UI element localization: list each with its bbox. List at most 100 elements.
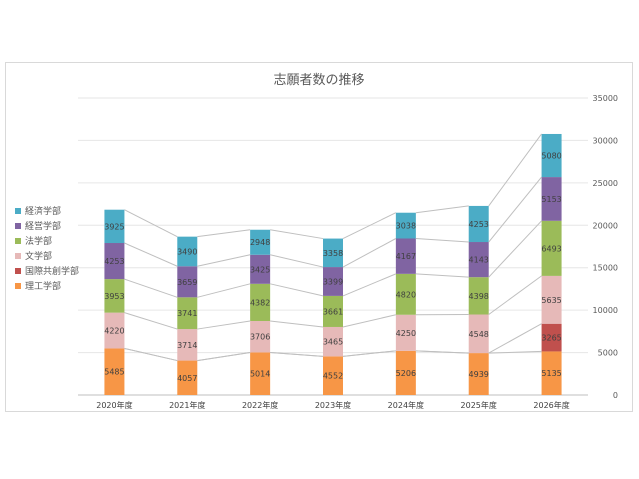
bar-segment [177, 236, 198, 267]
bar-segment [177, 360, 198, 395]
data-label: 4143 [469, 256, 489, 265]
data-label: 4253 [469, 220, 489, 229]
series-line [488, 133, 542, 207]
data-label: 3925 [104, 222, 124, 231]
series-line [415, 350, 469, 354]
bar-segment [323, 238, 343, 268]
data-label: 5206 [396, 369, 416, 378]
bar-segment [250, 283, 271, 322]
series-line [488, 176, 542, 243]
data-label: 3399 [323, 277, 343, 286]
legend-item: 文学部 [15, 248, 79, 263]
bar-segment [104, 279, 125, 313]
bar-segment [541, 323, 562, 352]
series-line [124, 242, 178, 267]
bar-segment [104, 348, 125, 395]
series-line [197, 229, 251, 238]
data-label: 3490 [177, 247, 197, 256]
series-line [197, 351, 251, 362]
data-label: 3661 [323, 307, 343, 316]
x-tick-label: 2020年度 [96, 400, 132, 410]
legend-item: 国際共創学部 [15, 263, 79, 278]
chart-title: 志願者数の推移 [273, 73, 365, 88]
series-line [270, 351, 324, 357]
data-label: 5635 [541, 296, 561, 305]
data-label: 4939 [469, 370, 489, 379]
series-line [342, 212, 397, 240]
x-tick-label: 2024年度 [388, 400, 424, 410]
bar-segment [468, 277, 489, 315]
bar-segment [468, 353, 489, 395]
bar-segment [541, 177, 562, 221]
data-label: 4220 [104, 327, 124, 336]
x-tick-label: 2025年度 [461, 400, 497, 410]
legend-swatch [15, 252, 21, 259]
series-line [488, 220, 542, 278]
bar-segment [177, 297, 198, 330]
data-label: 2948 [250, 238, 270, 247]
legend-swatch [15, 237, 21, 244]
data-label: 3265 [541, 334, 561, 343]
bar-segment [395, 314, 416, 351]
y-tick-label: 0 [613, 391, 618, 400]
chart-area: 志願者数の推移 経済学部 経営学部 法学部 文学部 国際共創学部 理工学部 0 5000 10… [5, 62, 633, 412]
series-line [124, 278, 178, 298]
y-tick-label: 35000 [593, 94, 618, 103]
data-label: 4552 [323, 372, 343, 381]
legend-swatch [15, 267, 21, 274]
bar-segment [104, 312, 125, 349]
bar-segment [323, 326, 343, 357]
data-label: 6493 [541, 244, 561, 253]
data-label: 3741 [177, 309, 197, 318]
legend-label: 経済学部 [25, 207, 62, 217]
data-label: 3953 [104, 292, 124, 301]
series-line [124, 347, 178, 362]
x-tick-label: 2022年度 [242, 400, 278, 410]
series-line [124, 209, 178, 238]
legend-swatch [15, 222, 21, 229]
x-tick-label: 2023年度 [315, 400, 351, 410]
series-line [270, 254, 324, 268]
data-label: 4250 [396, 329, 416, 338]
legend-label: 法学部 [25, 237, 53, 247]
series-line [197, 320, 251, 330]
data-label: 3706 [250, 333, 270, 342]
bar-segment [541, 275, 562, 324]
y-tick-label: 25000 [593, 179, 618, 188]
bar-segment [468, 314, 489, 354]
y-tick-label: 10000 [593, 306, 618, 315]
data-label: 5014 [250, 370, 270, 379]
data-label: 4253 [104, 257, 124, 266]
bar-segment [250, 352, 271, 395]
legend-item: 経営学部 [15, 218, 79, 233]
legend-item: 理工学部 [15, 278, 79, 293]
series-line [124, 312, 178, 330]
legend-label: 国際共創学部 [25, 267, 80, 277]
data-label: 5080 [541, 152, 561, 161]
legend-swatch [15, 207, 21, 214]
bar-segment [104, 243, 125, 280]
bar-segment [323, 267, 343, 296]
bar-segment [541, 220, 562, 276]
data-label: 3358 [323, 249, 343, 258]
plot-area: 0 5000 10000 15000 20000 25000 30000 35000 5485 4… [78, 94, 618, 410]
series-line [270, 229, 324, 240]
legend-label: 理工学部 [25, 282, 62, 292]
legend-swatch [15, 282, 21, 289]
legend: 経済学部 経営学部法学部 文学部国際共創学部 理工学部 [15, 203, 79, 293]
bar-segment [468, 242, 489, 278]
data-label: 4820 [396, 290, 416, 299]
bar-segment [323, 295, 343, 327]
bar-segment [541, 133, 562, 178]
series-line [488, 323, 542, 354]
series-line [270, 283, 324, 297]
series-line [270, 320, 324, 328]
data-label: 4398 [469, 292, 489, 301]
bar-segment [395, 350, 416, 395]
series-line [415, 237, 469, 243]
bar-segment [250, 229, 271, 255]
data-label: 4548 [469, 330, 489, 339]
series-line [197, 283, 251, 298]
data-label: 3465 [323, 338, 343, 347]
data-label: 5135 [541, 369, 561, 378]
